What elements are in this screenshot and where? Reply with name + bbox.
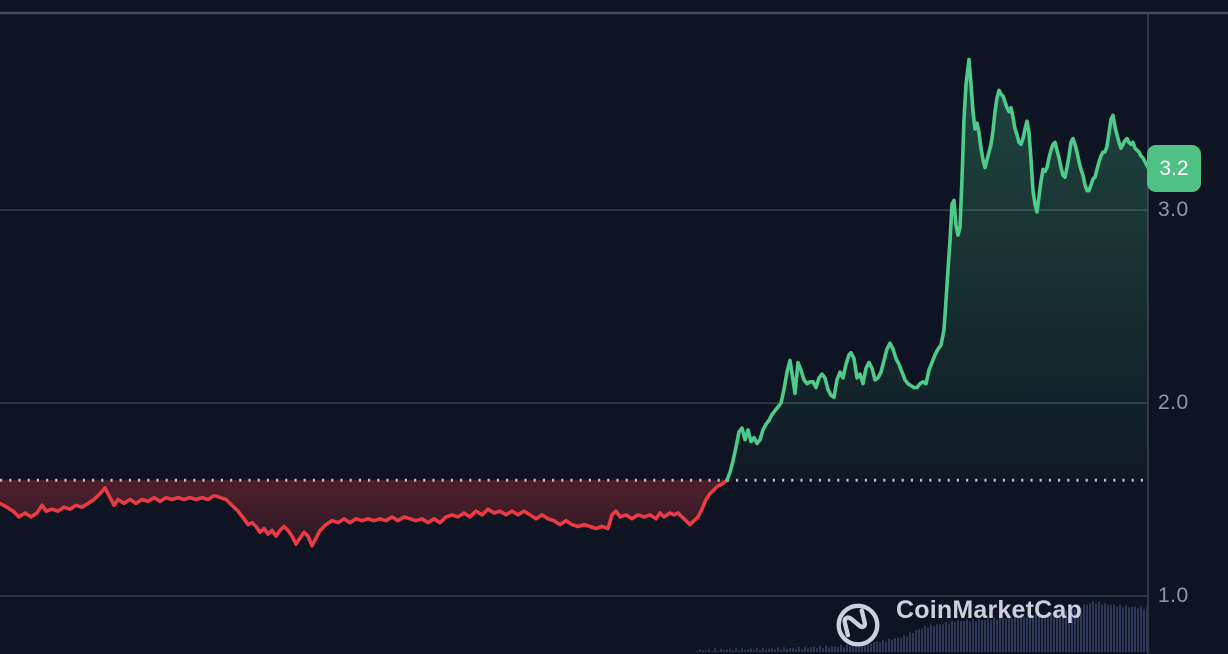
coinmarketcap-logo-icon xyxy=(836,603,880,647)
current-price-badge: 3.2 xyxy=(1147,145,1201,192)
y-axis-label-1.0: 1.0 xyxy=(1158,584,1189,607)
watermark-brand-text: CoinMarketCap xyxy=(896,596,1082,624)
coinmarketcap-watermark: CoinMarketCap xyxy=(833,596,1082,649)
y-axis-label-2.0: 2.0 xyxy=(1158,391,1189,414)
y-axis-label-3.0: 3.0 xyxy=(1158,198,1189,221)
